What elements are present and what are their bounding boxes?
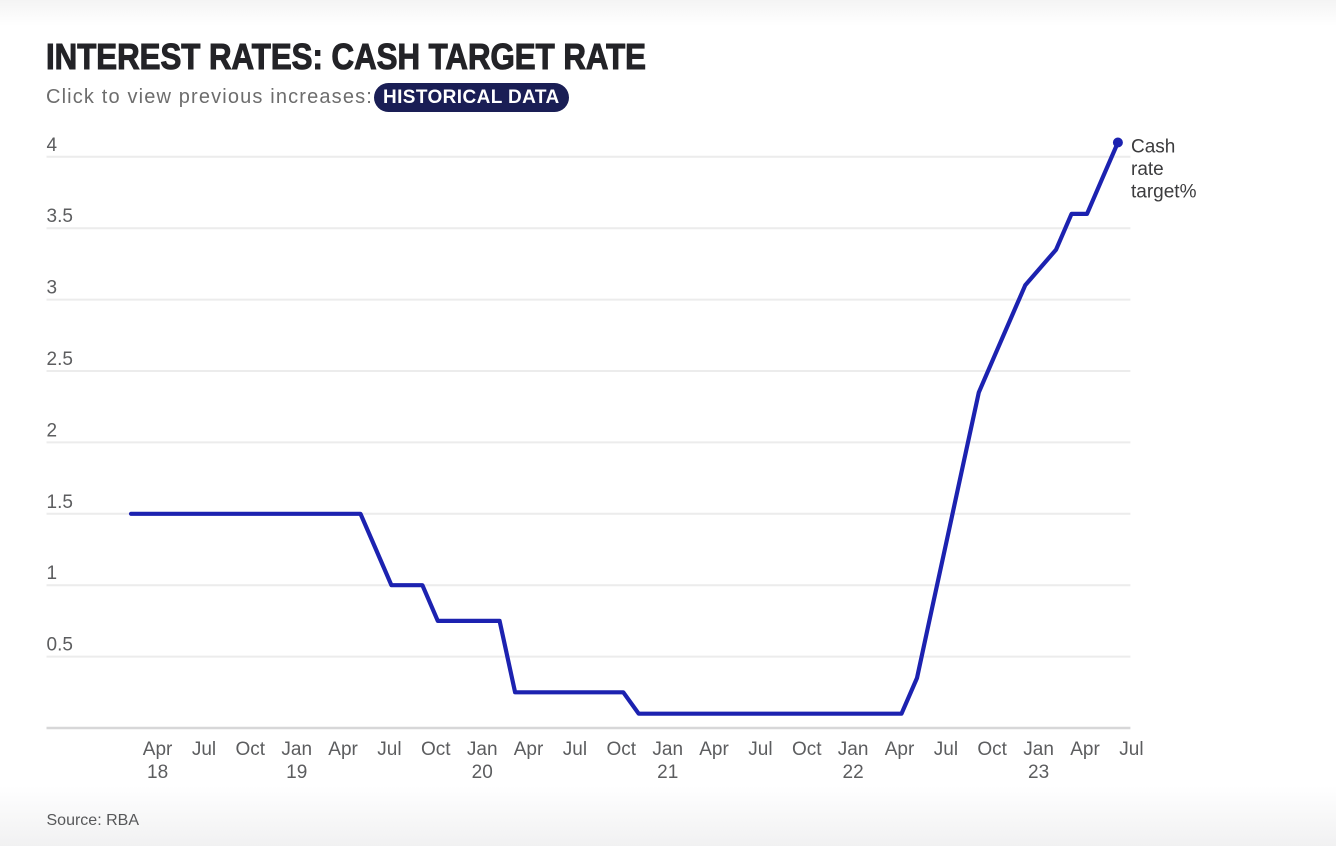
- svg-text:21: 21: [657, 762, 678, 783]
- svg-text:23: 23: [1028, 762, 1049, 783]
- svg-text:3: 3: [47, 278, 58, 299]
- svg-text:2: 2: [47, 420, 58, 441]
- svg-text:Jul: Jul: [748, 739, 772, 760]
- svg-text:Jan: Jan: [838, 739, 869, 760]
- svg-text:Jan: Jan: [652, 739, 683, 760]
- svg-text:0.5: 0.5: [47, 635, 73, 656]
- svg-text:20: 20: [472, 762, 493, 783]
- svg-text:18: 18: [147, 762, 168, 783]
- svg-text:Oct: Oct: [792, 739, 822, 760]
- svg-text:rate: rate: [1131, 159, 1164, 180]
- svg-text:Oct: Oct: [236, 739, 266, 760]
- svg-text:Apr: Apr: [514, 739, 544, 760]
- svg-text:Jul: Jul: [934, 739, 958, 760]
- svg-text:Cash: Cash: [1131, 137, 1175, 158]
- svg-text:2.5: 2.5: [47, 349, 73, 370]
- svg-text:Oct: Oct: [607, 739, 637, 760]
- svg-text:Jan: Jan: [467, 739, 498, 760]
- svg-text:Oct: Oct: [421, 739, 451, 760]
- svg-text:19: 19: [286, 762, 307, 783]
- svg-text:Apr: Apr: [328, 739, 358, 760]
- svg-text:22: 22: [843, 762, 864, 783]
- svg-text:Jul: Jul: [377, 739, 401, 760]
- svg-text:1.5: 1.5: [47, 492, 73, 513]
- svg-text:Jan: Jan: [281, 739, 312, 760]
- svg-text:4: 4: [47, 135, 58, 156]
- svg-text:Oct: Oct: [977, 739, 1007, 760]
- svg-text:Apr: Apr: [143, 739, 173, 760]
- svg-text:Apr: Apr: [1070, 739, 1100, 760]
- svg-text:1: 1: [47, 563, 58, 584]
- svg-text:Apr: Apr: [699, 739, 729, 760]
- svg-text:Jul: Jul: [563, 739, 587, 760]
- svg-text:3.5: 3.5: [47, 206, 73, 227]
- svg-text:Jan: Jan: [1023, 739, 1054, 760]
- svg-text:target%: target%: [1131, 182, 1197, 203]
- svg-text:Jul: Jul: [1119, 739, 1143, 760]
- svg-text:Source: RBA: Source: RBA: [47, 812, 140, 829]
- svg-text:Jul: Jul: [192, 739, 216, 760]
- svg-text:Apr: Apr: [885, 739, 915, 760]
